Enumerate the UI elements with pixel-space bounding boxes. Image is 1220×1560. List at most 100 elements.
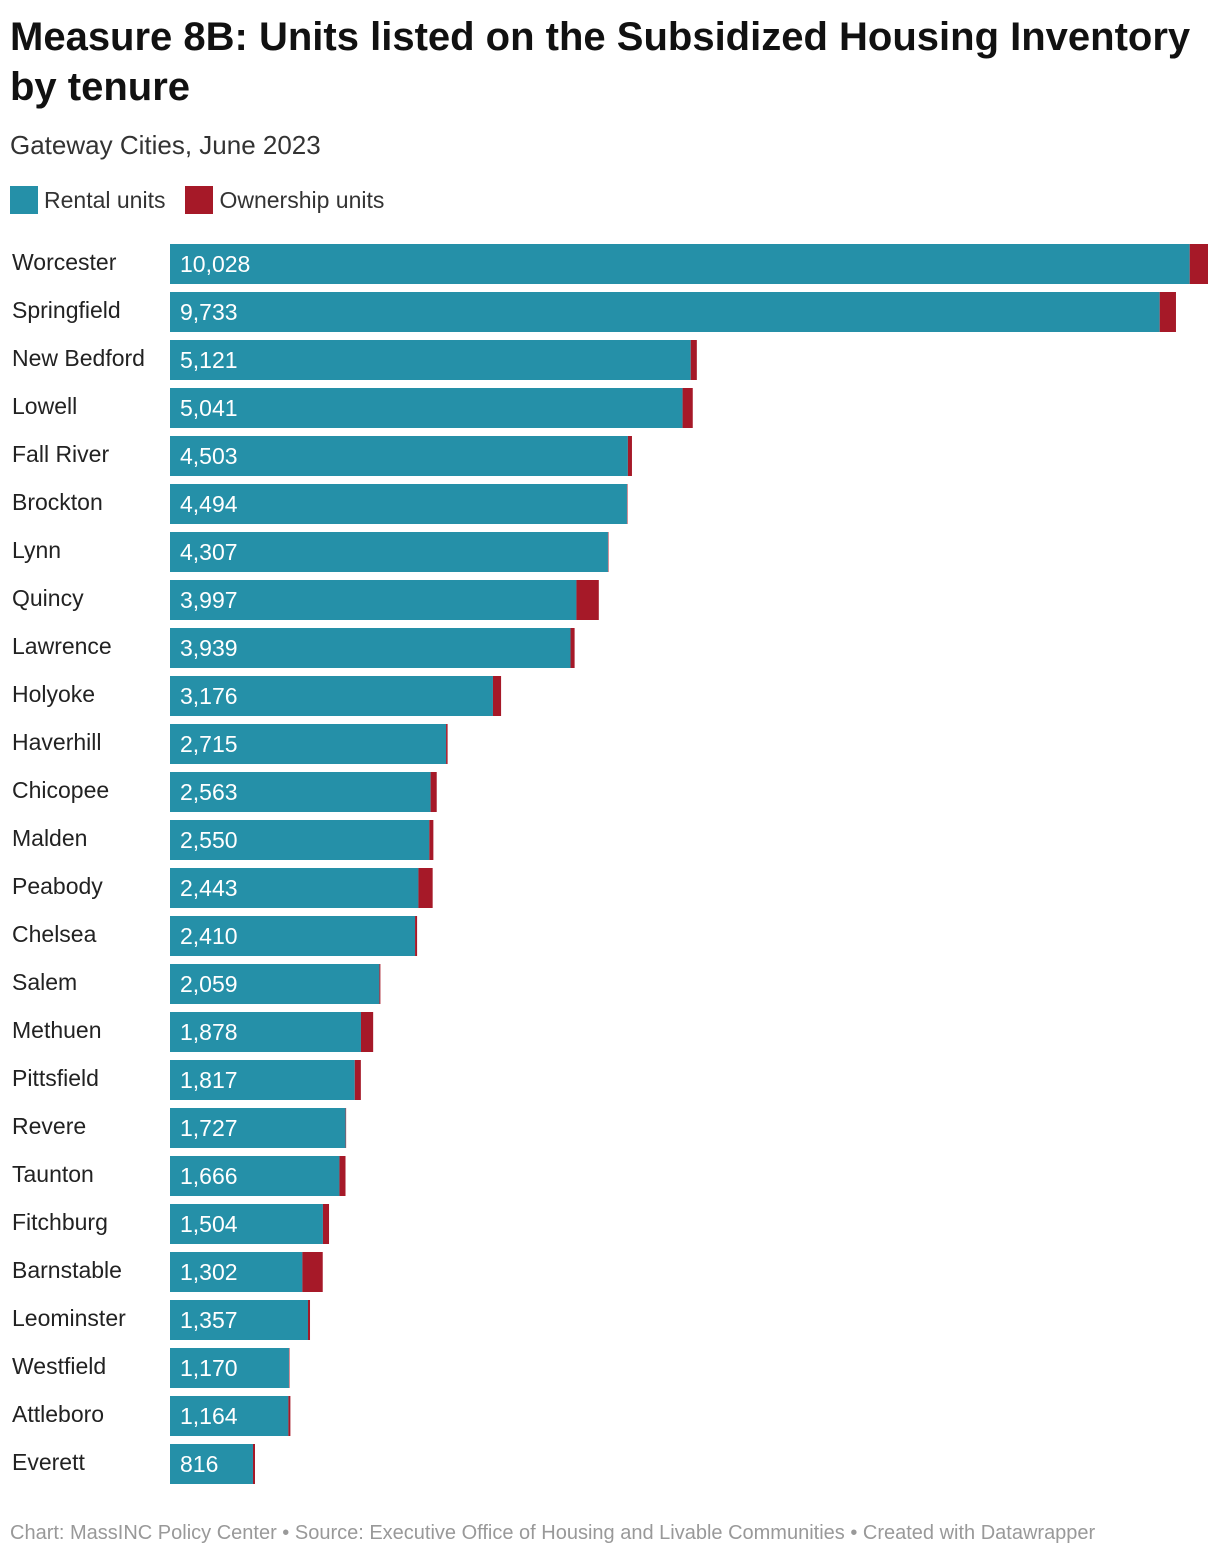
- legend-label-rental: Rental units: [44, 186, 166, 213]
- data-label-fitchburg: 1,504: [180, 1211, 238, 1237]
- legend-label-ownership: Ownership units: [219, 186, 385, 213]
- category-label-westfield: Westfield: [12, 1353, 106, 1379]
- bar-rental-barnstable: [170, 1252, 303, 1292]
- category-label-pittsfield: Pittsfield: [12, 1065, 99, 1091]
- category-label-lynn: Lynn: [12, 537, 61, 563]
- data-label-attleboro: 1,164: [180, 1403, 238, 1429]
- data-label-lawrence: 3,939: [180, 635, 238, 661]
- bar-rental-methuen: [170, 1012, 361, 1052]
- category-label-revere: Revere: [12, 1113, 86, 1139]
- category-label-attleboro: Attleboro: [12, 1401, 104, 1427]
- bar-ownership-fall-river: [627, 436, 632, 476]
- data-label-lowell: 5,041: [180, 395, 238, 421]
- bar-rental-springfield: [170, 292, 1160, 332]
- data-label-salem: 2,059: [180, 971, 238, 997]
- bar-rental-lawrence: [170, 628, 571, 668]
- bar-ownership-holyoke: [492, 676, 502, 716]
- category-label-methuen: Methuen: [12, 1017, 102, 1043]
- category-label-worcester: Worcester: [12, 249, 117, 275]
- category-label-fitchburg: Fitchburg: [12, 1209, 108, 1235]
- category-label-holyoke: Holyoke: [12, 681, 95, 707]
- bar-chart: Worcester 10,028 Springfield 9,733 New Bedfo…: [12, 244, 1208, 1484]
- data-label-brockton: 4,494: [180, 491, 238, 517]
- category-label-quincy: Quincy: [12, 585, 84, 611]
- bar-ownership-pittsfield: [354, 1060, 361, 1100]
- chart-footer: Chart: MassINC Policy Center • Source: E…: [10, 1522, 1096, 1544]
- bar-rental-chelsea: [170, 916, 416, 956]
- bar-ownership-lowell: [682, 388, 693, 428]
- data-label-haverhill: 2,715: [180, 731, 238, 757]
- category-label-peabody: Peabody: [12, 873, 103, 899]
- bar-ownership-chelsea: [415, 916, 418, 956]
- data-label-everett: 816: [180, 1451, 218, 1477]
- bar-rental-lynn: [170, 532, 608, 572]
- category-label-chicopee: Chicopee: [12, 777, 109, 803]
- data-label-new-bedford: 5,121: [180, 347, 238, 373]
- legend: Rental units Ownership units: [10, 186, 404, 214]
- legend-item-rental: Rental units: [10, 186, 165, 214]
- data-label-quincy: 3,997: [180, 587, 238, 613]
- category-label-malden: Malden: [12, 825, 87, 851]
- data-label-pittsfield: 1,817: [180, 1067, 238, 1093]
- data-label-leominster: 1,357: [180, 1307, 238, 1333]
- bar-ownership-leominster: [307, 1300, 311, 1340]
- bar-ownership-fitchburg: [322, 1204, 330, 1244]
- bar-rental-pittsfield: [170, 1060, 355, 1100]
- data-label-malden: 2,550: [180, 827, 238, 853]
- category-label-lowell: Lowell: [12, 393, 77, 419]
- bar-rental-worcester: [170, 244, 1190, 284]
- bar-rental-malden: [170, 820, 430, 860]
- data-label-methuen: 1,878: [180, 1019, 238, 1045]
- bar-ownership-everett: [252, 1444, 255, 1484]
- bar-ownership-peabody: [418, 868, 433, 908]
- legend-swatch-rental: [10, 186, 38, 214]
- bar-rental-revere: [170, 1108, 346, 1148]
- bar-ownership-westfield: [288, 1348, 290, 1388]
- bar-rental-lowell: [170, 388, 683, 428]
- bar-ownership-methuen: [360, 1012, 374, 1052]
- category-label-salem: Salem: [12, 969, 77, 995]
- bar-rental-everett: [170, 1444, 253, 1484]
- bar-rental-fitchburg: [170, 1204, 323, 1244]
- bar-ownership-attleboro: [288, 1396, 291, 1436]
- bar-ownership-lynn: [607, 532, 609, 572]
- data-label-chicopee: 2,563: [180, 779, 238, 805]
- bar-ownership-taunton: [339, 1156, 346, 1196]
- bar-rental-westfield: [170, 1348, 289, 1388]
- bar-rental-attleboro: [170, 1396, 289, 1436]
- bar-rental-taunton: [170, 1156, 340, 1196]
- legend-swatch-ownership: [185, 186, 214, 214]
- category-label-chelsea: Chelsea: [12, 921, 97, 947]
- bar-ownership-revere: [345, 1108, 347, 1148]
- category-label-barnstable: Barnstable: [12, 1257, 122, 1283]
- data-label-westfield: 1,170: [180, 1355, 238, 1381]
- bar-rental-brockton: [170, 484, 627, 524]
- bar-ownership-salem: [379, 964, 381, 1004]
- bar-ownership-malden: [429, 820, 434, 860]
- data-label-springfield: 9,733: [180, 299, 238, 325]
- bar-ownership-springfield: [1159, 292, 1176, 332]
- chart-title: Measure 8B: Units listed on the Subsidiz…: [10, 15, 1191, 109]
- bar-ownership-barnstable: [302, 1252, 323, 1292]
- category-label-leominster: Leominster: [12, 1305, 126, 1331]
- category-label-taunton: Taunton: [12, 1161, 94, 1187]
- bar-rental-haverhill: [170, 724, 447, 764]
- data-label-fall-river: 4,503: [180, 443, 238, 469]
- bar-ownership-lawrence: [570, 628, 575, 668]
- bar-ownership-haverhill: [446, 724, 448, 764]
- data-label-chelsea: 2,410: [180, 923, 238, 949]
- category-label-lawrence: Lawrence: [12, 633, 112, 659]
- bar-rental-salem: [170, 964, 380, 1004]
- data-label-holyoke: 3,176: [180, 683, 238, 709]
- bar-ownership-quincy: [576, 580, 599, 620]
- data-label-peabody: 2,443: [180, 875, 238, 901]
- data-label-taunton: 1,666: [180, 1163, 238, 1189]
- category-label-springfield: Springfield: [12, 297, 121, 323]
- bar-ownership-chicopee: [430, 772, 437, 812]
- data-label-lynn: 4,307: [180, 539, 238, 565]
- chart-subtitle: Gateway Cities, June 2023: [10, 130, 321, 160]
- category-label-brockton: Brockton: [12, 489, 103, 515]
- bar-rental-fall-river: [170, 436, 628, 476]
- bar-rental-quincy: [170, 580, 577, 620]
- category-label-fall-river: Fall River: [12, 441, 109, 467]
